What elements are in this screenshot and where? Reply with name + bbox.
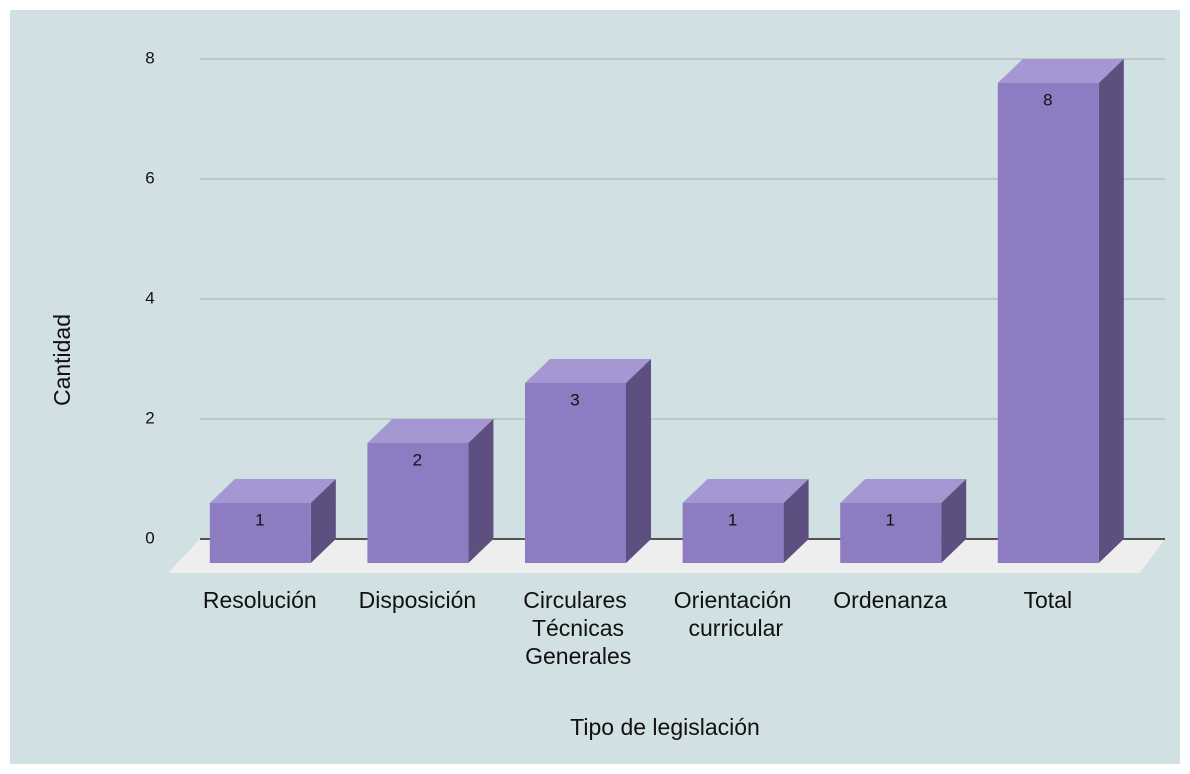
value-label: 8	[1043, 90, 1052, 109]
bar	[525, 359, 651, 563]
bar-top	[525, 359, 651, 383]
bar-top	[209, 479, 336, 503]
y-axis-title: Cantidad	[49, 314, 75, 406]
bar-top	[840, 479, 967, 503]
x-tick-label: Ordenanza	[833, 587, 947, 613]
bar-side	[310, 479, 336, 563]
bar-side	[1098, 59, 1124, 563]
bar-front	[367, 443, 469, 563]
bar-side	[626, 359, 651, 563]
x-tick-label: Disposición	[359, 587, 477, 613]
bar-front	[840, 503, 942, 563]
bar-front	[682, 503, 784, 563]
x-tick-label: Orientación curricular	[674, 587, 792, 641]
value-label: 1	[728, 510, 737, 529]
value-label: 1	[255, 510, 264, 529]
value-label: 1	[885, 510, 894, 529]
y-tick-label: 0	[145, 528, 154, 547]
x-tick-label: Circulares Técnicas Generales	[519, 587, 632, 669]
bar-top	[367, 419, 494, 443]
bar-top	[997, 59, 1124, 83]
bar-front	[525, 383, 626, 563]
y-tick-label: 8	[145, 48, 154, 67]
y-tick-label: 4	[145, 288, 154, 307]
bar-front	[209, 503, 311, 563]
value-label: 2	[413, 450, 422, 469]
y-tick-label: 6	[145, 168, 154, 187]
value-label: 3	[570, 390, 579, 409]
bar-side	[783, 479, 809, 563]
bar-side	[468, 419, 494, 563]
bar-front	[997, 83, 1099, 563]
bar-top	[682, 479, 809, 503]
y-tick-label: 2	[145, 408, 154, 427]
bar	[682, 479, 809, 563]
bar	[209, 479, 336, 563]
x-axis-title: Tipo de legislación	[570, 714, 760, 740]
bar	[367, 419, 494, 563]
bar	[997, 59, 1124, 563]
x-tick-label: Resolución	[203, 587, 317, 613]
bar-side	[941, 479, 967, 563]
bar	[840, 479, 967, 563]
x-tick-label: Total	[1024, 587, 1073, 613]
